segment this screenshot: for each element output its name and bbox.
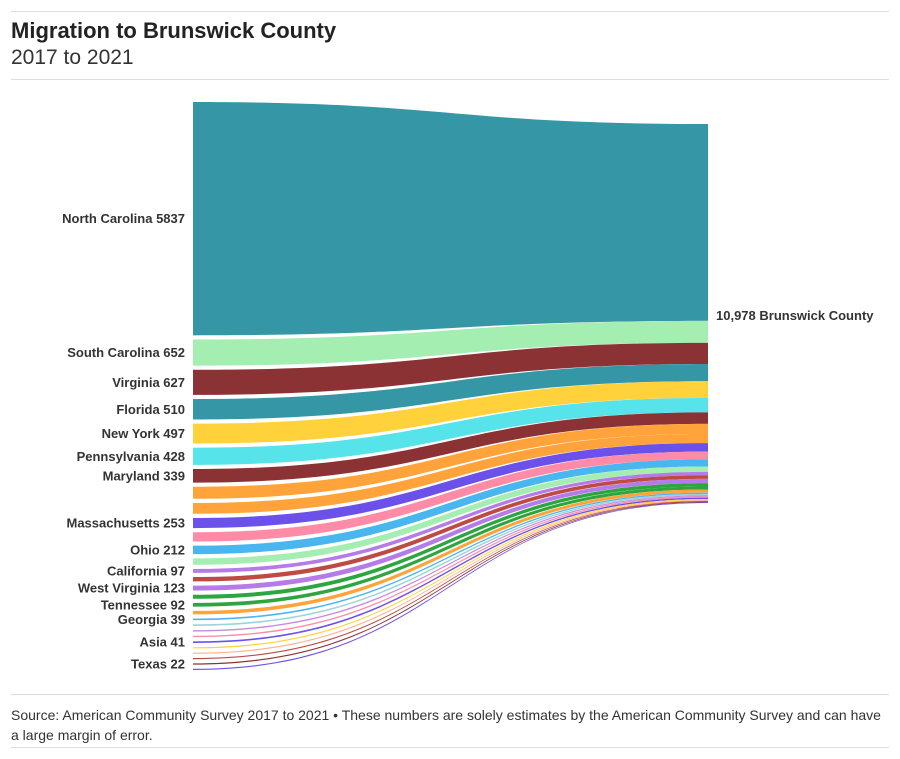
source-labels: North Carolina 5837 South Carolina 652 Vir… xyxy=(62,211,185,671)
source-label-texas: Texas 22 xyxy=(131,657,185,672)
flow-new-york xyxy=(193,381,708,444)
sankey-chart: North Carolina 5837 South Carolina 652 Vir… xyxy=(62,102,874,672)
flow-unlabeled-24 xyxy=(193,498,708,649)
source-label-florida: Florida 510 xyxy=(116,402,185,417)
chart-title: Migration to Brunswick County xyxy=(11,18,337,43)
source-label-pennsylvania: Pennsylvania 428 xyxy=(77,449,185,464)
flow-tennessee xyxy=(193,486,708,607)
flow-unlabeled-28 xyxy=(193,502,708,670)
source-label-south-carolina: South Carolina 652 xyxy=(67,345,185,360)
flow-texas xyxy=(193,501,708,665)
flow-unlabeled-8 xyxy=(193,433,708,514)
source-label-north-carolina: North Carolina 5837 xyxy=(62,211,185,226)
flow-north-carolina xyxy=(193,102,708,336)
flow-maryland xyxy=(193,412,708,483)
source-label-west-virginia: West Virginia 123 xyxy=(78,581,185,596)
flow-california xyxy=(193,471,708,573)
flow-pennsylvania xyxy=(193,397,708,465)
flow-unlabeled-7 xyxy=(193,423,708,499)
bottom-rule xyxy=(11,747,889,748)
flow-asia xyxy=(193,497,708,644)
flow-unlabeled-10 xyxy=(193,451,708,542)
source-label-asia: Asia 41 xyxy=(139,635,185,650)
flow-florida xyxy=(193,364,708,420)
source-label-maryland: Maryland 339 xyxy=(103,468,185,483)
flow-unlabeled-12 xyxy=(193,466,708,565)
sankey-flows xyxy=(193,102,708,670)
header-rule xyxy=(11,79,889,80)
flow-south-carolina xyxy=(193,320,708,366)
flow-unlabeled-21 xyxy=(193,495,708,632)
flow-virginia xyxy=(193,342,708,395)
flow-west-virginia xyxy=(193,478,708,591)
flow-massachusetts xyxy=(193,443,708,529)
source-label-georgia: Georgia 39 xyxy=(118,612,185,627)
source-label-massachusetts: Massachusetts 253 xyxy=(66,516,185,531)
source-label-new-york: New York 497 xyxy=(102,426,185,441)
flow-unlabeled-26 xyxy=(193,500,708,660)
flow-unlabeled-25 xyxy=(193,499,708,654)
flow-georgia xyxy=(193,492,708,621)
source-note: Source: American Community Survey 2017 t… xyxy=(11,707,881,743)
footer-rule xyxy=(11,694,889,695)
source-label-ohio: Ohio 212 xyxy=(130,542,185,557)
flow-unlabeled-22 xyxy=(193,496,708,638)
top-rule xyxy=(11,11,889,12)
flow-unlabeled-16 xyxy=(193,483,708,599)
flow-unlabeled-20 xyxy=(193,493,708,626)
flow-ohio xyxy=(193,459,708,555)
flow-unlabeled-18 xyxy=(193,489,708,615)
source-label-virginia: Virginia 627 xyxy=(112,375,185,390)
source-label-california: California 97 xyxy=(107,563,185,578)
source-label-tennessee: Tennessee 92 xyxy=(101,597,185,612)
flow-unlabeled-14 xyxy=(193,475,708,582)
target-label: 10,978 Brunswick County xyxy=(716,308,874,323)
chart-subtitle: 2017 to 2021 xyxy=(11,46,134,69)
